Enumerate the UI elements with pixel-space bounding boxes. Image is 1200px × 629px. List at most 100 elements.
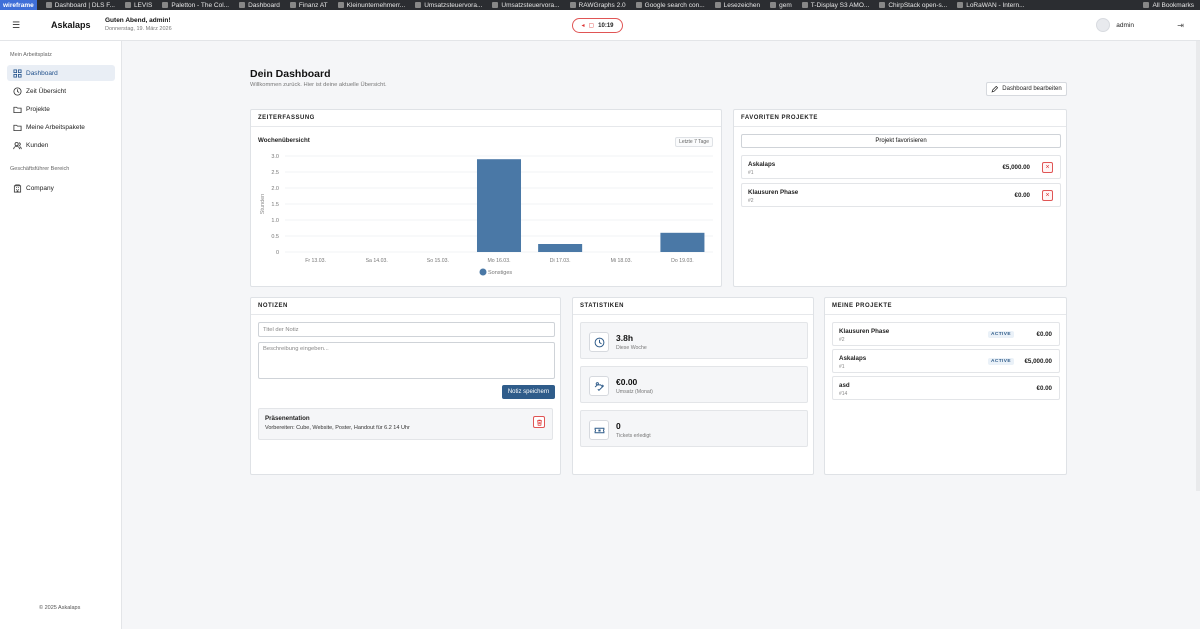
user-menu[interactable]: admin	[1096, 18, 1134, 32]
range-badge[interactable]: Letzte 7 Tage	[675, 137, 713, 147]
bookmark-icon	[879, 2, 886, 8]
avatar[interactable]	[1096, 18, 1111, 32]
bookmark-item[interactable]: Kleinunternehmerr...	[333, 0, 411, 10]
sidebar-item-label: Kunden	[26, 141, 49, 149]
play-icon[interactable]: ◂	[581, 23, 585, 29]
bookmark-label: ChirpStack open-s...	[888, 1, 948, 9]
favorite-project-button[interactable]: Projekt favorisieren	[741, 134, 1061, 148]
note-title: Präsenentation	[265, 415, 310, 422]
page-subtitle: Willkommen zurück. Hier ist deine aktuel…	[250, 82, 387, 88]
bookmark-item[interactable]: RAWGraphs 2.0	[565, 0, 631, 10]
sidebar-item-projekte[interactable]: Projekte	[7, 101, 115, 117]
note-title-input[interactable]	[258, 322, 555, 337]
sidebar-item-label: Zeit Übersicht	[26, 87, 67, 95]
sidebar-item-arbeitspakete[interactable]: Meine Arbeitspakete	[7, 119, 115, 135]
bookmark-label: Google search con...	[644, 1, 705, 9]
scrollbar[interactable]	[1196, 41, 1200, 491]
favorite-id: #1	[748, 170, 754, 176]
bookmark-item[interactable]: wireframe	[0, 0, 37, 10]
edit-dashboard-button[interactable]: Dashboard bearbeiten	[986, 82, 1067, 96]
stat-label: Umsatz (Monat)	[616, 389, 653, 395]
sidebar-item-company[interactable]: Company	[7, 180, 115, 196]
bookmark-item[interactable]: Paletton - The Col...	[157, 0, 234, 10]
bookmark-label: T-Display S3 AMO...	[810, 1, 870, 9]
bookmark-label: Paletton - The Col...	[171, 1, 230, 9]
legend-label: Sonstiges	[488, 270, 512, 276]
bookmark-item[interactable]: Dashboard | DLS F...	[41, 0, 120, 10]
hamburger-menu-icon[interactable]: ☰	[12, 20, 21, 30]
clock-icon	[13, 86, 22, 96]
card-title: MEINE PROJEKTE	[825, 298, 1066, 315]
bookmark-label: gem	[779, 1, 792, 9]
sidebar-section-title: Geschäftsführer Bereich	[10, 166, 70, 172]
note-item[interactable]: Präsenentation Vorbereiten: Cube, Websit…	[258, 408, 553, 440]
stat-item: €0.00 Umsatz (Monat)	[580, 366, 808, 403]
bookmark-item[interactable]: T-Display S3 AMO...	[797, 0, 875, 10]
bar	[476, 159, 522, 252]
x-tick-label: Fr 13.03.	[305, 258, 326, 264]
sidebar-item-dashboard[interactable]: Dashboard	[7, 65, 115, 81]
project-id: #2	[839, 337, 845, 343]
weekly-bar-chart: 0 0.5 1.0 1.5 2.0 2.5 3.0 Stunden Fr 13.03. Sa 14…	[260, 154, 713, 276]
bookmark-item[interactable]: LEVIS	[120, 0, 157, 10]
status-badge: ACTIVE	[988, 331, 1014, 338]
bookmark-item[interactable]: Lesezeichen	[710, 0, 766, 10]
project-id: #14	[839, 391, 848, 397]
y-tick-label: 2.0	[271, 186, 279, 192]
bookmark-item[interactable]: LoRaWAN - Intern...	[952, 0, 1029, 10]
y-tick-label: 1.0	[271, 218, 279, 224]
stop-icon[interactable]: ▢	[588, 23, 595, 29]
stat-item: 3.8h Diese Woche	[580, 322, 808, 359]
bookmark-icon	[569, 2, 576, 8]
note-description-input[interactable]	[258, 342, 555, 379]
copyright: © 2025 Askalaps	[39, 605, 81, 611]
bookmark-item[interactable]: ChirpStack open-s...	[874, 0, 952, 10]
x-tick-label: Do 19.03.	[671, 258, 694, 264]
bookmark-icon	[239, 2, 246, 8]
folder-icon	[1143, 2, 1150, 8]
timer-value: 10:19	[598, 22, 614, 29]
y-tick-label: 3.0	[271, 154, 279, 160]
building-icon	[13, 183, 22, 193]
remove-favorite-close-icon[interactable]: ×	[1042, 190, 1053, 201]
bookmark-label: Umsatzsteuervora...	[424, 1, 483, 9]
bookmark-icon	[714, 2, 721, 8]
delete-note-trash-icon[interactable]	[533, 416, 545, 428]
logout-icon[interactable]: ⇥	[1177, 21, 1184, 30]
project-name: Askalaps	[839, 355, 867, 362]
timer-widget[interactable]: ◂ ▢ 10:19	[572, 18, 623, 33]
sidebar-item-kunden[interactable]: Kunden	[7, 137, 115, 153]
favorite-row[interactable]: Klausuren Phase #2 €0.00 ×	[741, 183, 1061, 207]
save-note-button[interactable]: Notiz speichern	[502, 385, 555, 399]
favorite-amount: €5,000.00	[1002, 164, 1030, 171]
project-row[interactable]: Askalaps #1 ACTIVE €5,000.00	[832, 349, 1060, 373]
remove-favorite-close-icon[interactable]: ×	[1042, 162, 1053, 173]
statistics-card: STATISTIKEN 3.8h Diese Woche €0.00 Umsat…	[572, 297, 814, 475]
stat-value: 3.8h	[616, 333, 634, 343]
brand-logo[interactable]: Askalaps	[51, 20, 91, 30]
bookmark-icon	[415, 2, 422, 8]
favorite-name: Askalaps	[748, 161, 776, 168]
grid-icon	[13, 68, 22, 78]
stat-label: Diese Woche	[616, 345, 647, 351]
time-tracking-card: ZEITERFASSUNG Wochenübersicht Letzte 7 T…	[250, 109, 722, 287]
sidebar-item-zeit-uebersicht[interactable]: Zeit Übersicht	[7, 83, 115, 99]
bookmark-label: Dashboard | DLS F...	[54, 1, 115, 9]
project-row[interactable]: asd #14 €0.00	[832, 376, 1060, 400]
bookmark-item[interactable]: Dashboard	[234, 0, 285, 10]
stat-item: 0 Tickets erledigt	[580, 410, 808, 447]
greeting: Guten Abend, admin! Donnerstag, 19. März…	[105, 17, 172, 32]
sidebar-section-title: Mein Arbeitsplatz	[10, 52, 52, 58]
bookmark-item[interactable]: Umsatzsteuervora...	[487, 0, 564, 10]
project-row[interactable]: Klausuren Phase #2 ACTIVE €0.00	[832, 322, 1060, 346]
bookmark-item[interactable]: Google search con...	[631, 0, 710, 10]
all-bookmarks[interactable]: All Bookmarks	[1137, 0, 1194, 10]
bookmark-label: Kleinunternehmerr...	[346, 1, 406, 9]
bookmark-item[interactable]: Finanz AT	[285, 0, 333, 10]
x-tick-label: Sa 14.03.	[366, 258, 388, 264]
bookmark-item[interactable]: Umsatzsteuervora...	[410, 0, 487, 10]
sidebar: Mein Arbeitsplatz Dashboard Zeit Übersic…	[0, 41, 122, 629]
legend-swatch	[479, 268, 487, 276]
favorite-row[interactable]: Askalaps #1 €5,000.00 ×	[741, 155, 1061, 179]
bookmark-item[interactable]: gem	[765, 0, 797, 10]
